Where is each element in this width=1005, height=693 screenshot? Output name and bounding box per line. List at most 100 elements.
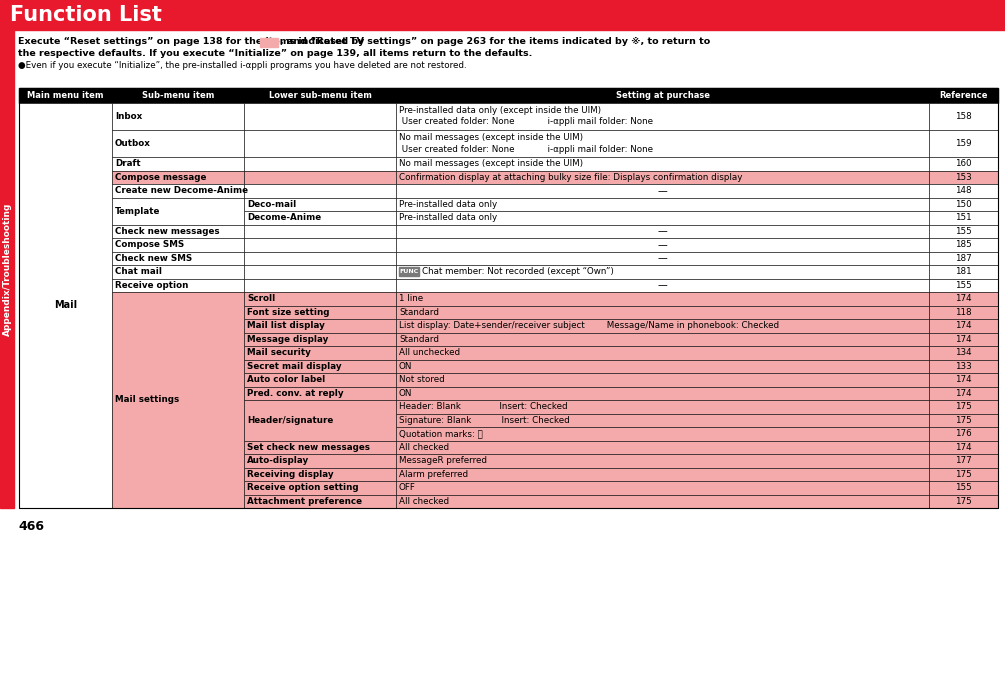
Bar	[19, 88, 998, 103]
Bar	[930, 211, 998, 225]
Text: Lower sub-menu item: Lower sub-menu item	[268, 91, 372, 100]
Text: FUNC: FUNC	[399, 270, 418, 274]
Bar	[396, 373, 930, 387]
Bar	[930, 454, 998, 468]
Bar	[396, 414, 930, 427]
Bar	[244, 468, 396, 481]
Text: Header: Blank              Insert: Checked: Header: Blank Insert: Checked	[399, 402, 568, 411]
Bar	[244, 346, 396, 360]
Bar	[112, 130, 244, 157]
Text: —: —	[658, 280, 667, 290]
Text: 160: 160	[956, 159, 972, 168]
Text: , and “Reset TV settings” on page 263 for the items indicated by ※, to return to: , and “Reset TV settings” on page 263 fo…	[280, 37, 711, 46]
Bar	[930, 414, 998, 427]
Bar	[112, 184, 244, 198]
Bar	[260, 38, 278, 47]
Text: 185: 185	[956, 240, 972, 249]
Bar	[930, 265, 998, 279]
Bar	[396, 454, 930, 468]
Bar	[244, 454, 396, 468]
Bar	[930, 481, 998, 495]
Bar	[396, 130, 930, 157]
Bar	[396, 360, 930, 373]
Bar	[244, 157, 396, 170]
Bar	[244, 387, 396, 400]
Bar	[930, 319, 998, 333]
Bar	[930, 346, 998, 360]
Text: No mail messages (except inside the UIM): No mail messages (except inside the UIM)	[399, 159, 583, 168]
Text: 174: 174	[956, 375, 972, 384]
Bar	[396, 441, 930, 454]
Text: Auto color label: Auto color label	[247, 375, 326, 384]
Bar	[244, 170, 396, 184]
Text: Check new SMS: Check new SMS	[115, 254, 192, 263]
Bar	[930, 292, 998, 306]
Text: 181: 181	[956, 267, 972, 277]
Text: Auto-display: Auto-display	[247, 456, 310, 465]
Bar	[930, 360, 998, 373]
Text: Receive option: Receive option	[115, 281, 188, 290]
Text: Deco-mail: Deco-mail	[247, 200, 296, 209]
Text: All unchecked: All unchecked	[399, 349, 460, 358]
Bar	[930, 184, 998, 198]
Text: Mail list display: Mail list display	[247, 322, 325, 331]
Text: Not stored: Not stored	[399, 375, 444, 384]
Text: 155: 155	[956, 281, 972, 290]
Bar	[930, 468, 998, 481]
Bar	[396, 400, 930, 414]
Text: Scroll: Scroll	[247, 295, 275, 304]
Text: 148: 148	[956, 186, 972, 195]
Bar	[112, 225, 244, 238]
Text: 175: 175	[956, 497, 972, 506]
Bar	[396, 252, 930, 265]
Bar	[244, 184, 396, 198]
Bar	[930, 400, 998, 414]
Bar	[399, 267, 419, 277]
Bar	[396, 279, 930, 292]
Bar	[112, 238, 244, 252]
Bar	[112, 279, 244, 292]
Text: Main menu item: Main menu item	[27, 91, 104, 100]
Text: 150: 150	[956, 200, 972, 209]
Text: —: —	[658, 226, 667, 236]
Bar	[396, 387, 930, 400]
Bar	[396, 211, 930, 225]
Text: 175: 175	[956, 470, 972, 479]
Bar	[0, 0, 1005, 30]
Bar	[930, 252, 998, 265]
Bar	[930, 170, 998, 184]
Bar	[112, 198, 244, 225]
Text: 187: 187	[956, 254, 972, 263]
Bar	[112, 170, 244, 184]
Bar	[396, 157, 930, 170]
Text: Compose SMS: Compose SMS	[115, 240, 184, 249]
Text: Reference: Reference	[940, 91, 988, 100]
Text: Chat mail: Chat mail	[115, 267, 162, 277]
Bar	[244, 225, 396, 238]
Bar	[244, 481, 396, 495]
Text: 174: 174	[956, 295, 972, 304]
Text: Inbox: Inbox	[115, 112, 143, 121]
Bar	[112, 252, 244, 265]
Text: Decome-Anime: Decome-Anime	[247, 213, 322, 222]
Text: MessageR preferred: MessageR preferred	[399, 456, 486, 465]
Bar	[244, 333, 396, 346]
Text: Execute “Reset settings” on page 138 for the items indicated by: Execute “Reset settings” on page 138 for…	[18, 37, 368, 46]
Bar	[930, 427, 998, 441]
Text: Message display: Message display	[247, 335, 329, 344]
Text: Pre-installed data only (except inside the UIM): Pre-installed data only (except inside t…	[399, 106, 601, 115]
Bar	[396, 225, 930, 238]
Bar	[396, 346, 930, 360]
Bar	[396, 333, 930, 346]
Text: Function List: Function List	[10, 5, 162, 25]
Bar	[244, 238, 396, 252]
Text: Secret mail display: Secret mail display	[247, 362, 342, 371]
Text: 1 line: 1 line	[399, 295, 423, 304]
Text: 176: 176	[956, 429, 972, 438]
Text: 153: 153	[956, 173, 972, 182]
Bar	[244, 211, 396, 225]
Text: 133: 133	[956, 362, 972, 371]
Bar	[19, 88, 998, 508]
Text: 175: 175	[956, 416, 972, 425]
Text: 175: 175	[956, 402, 972, 411]
